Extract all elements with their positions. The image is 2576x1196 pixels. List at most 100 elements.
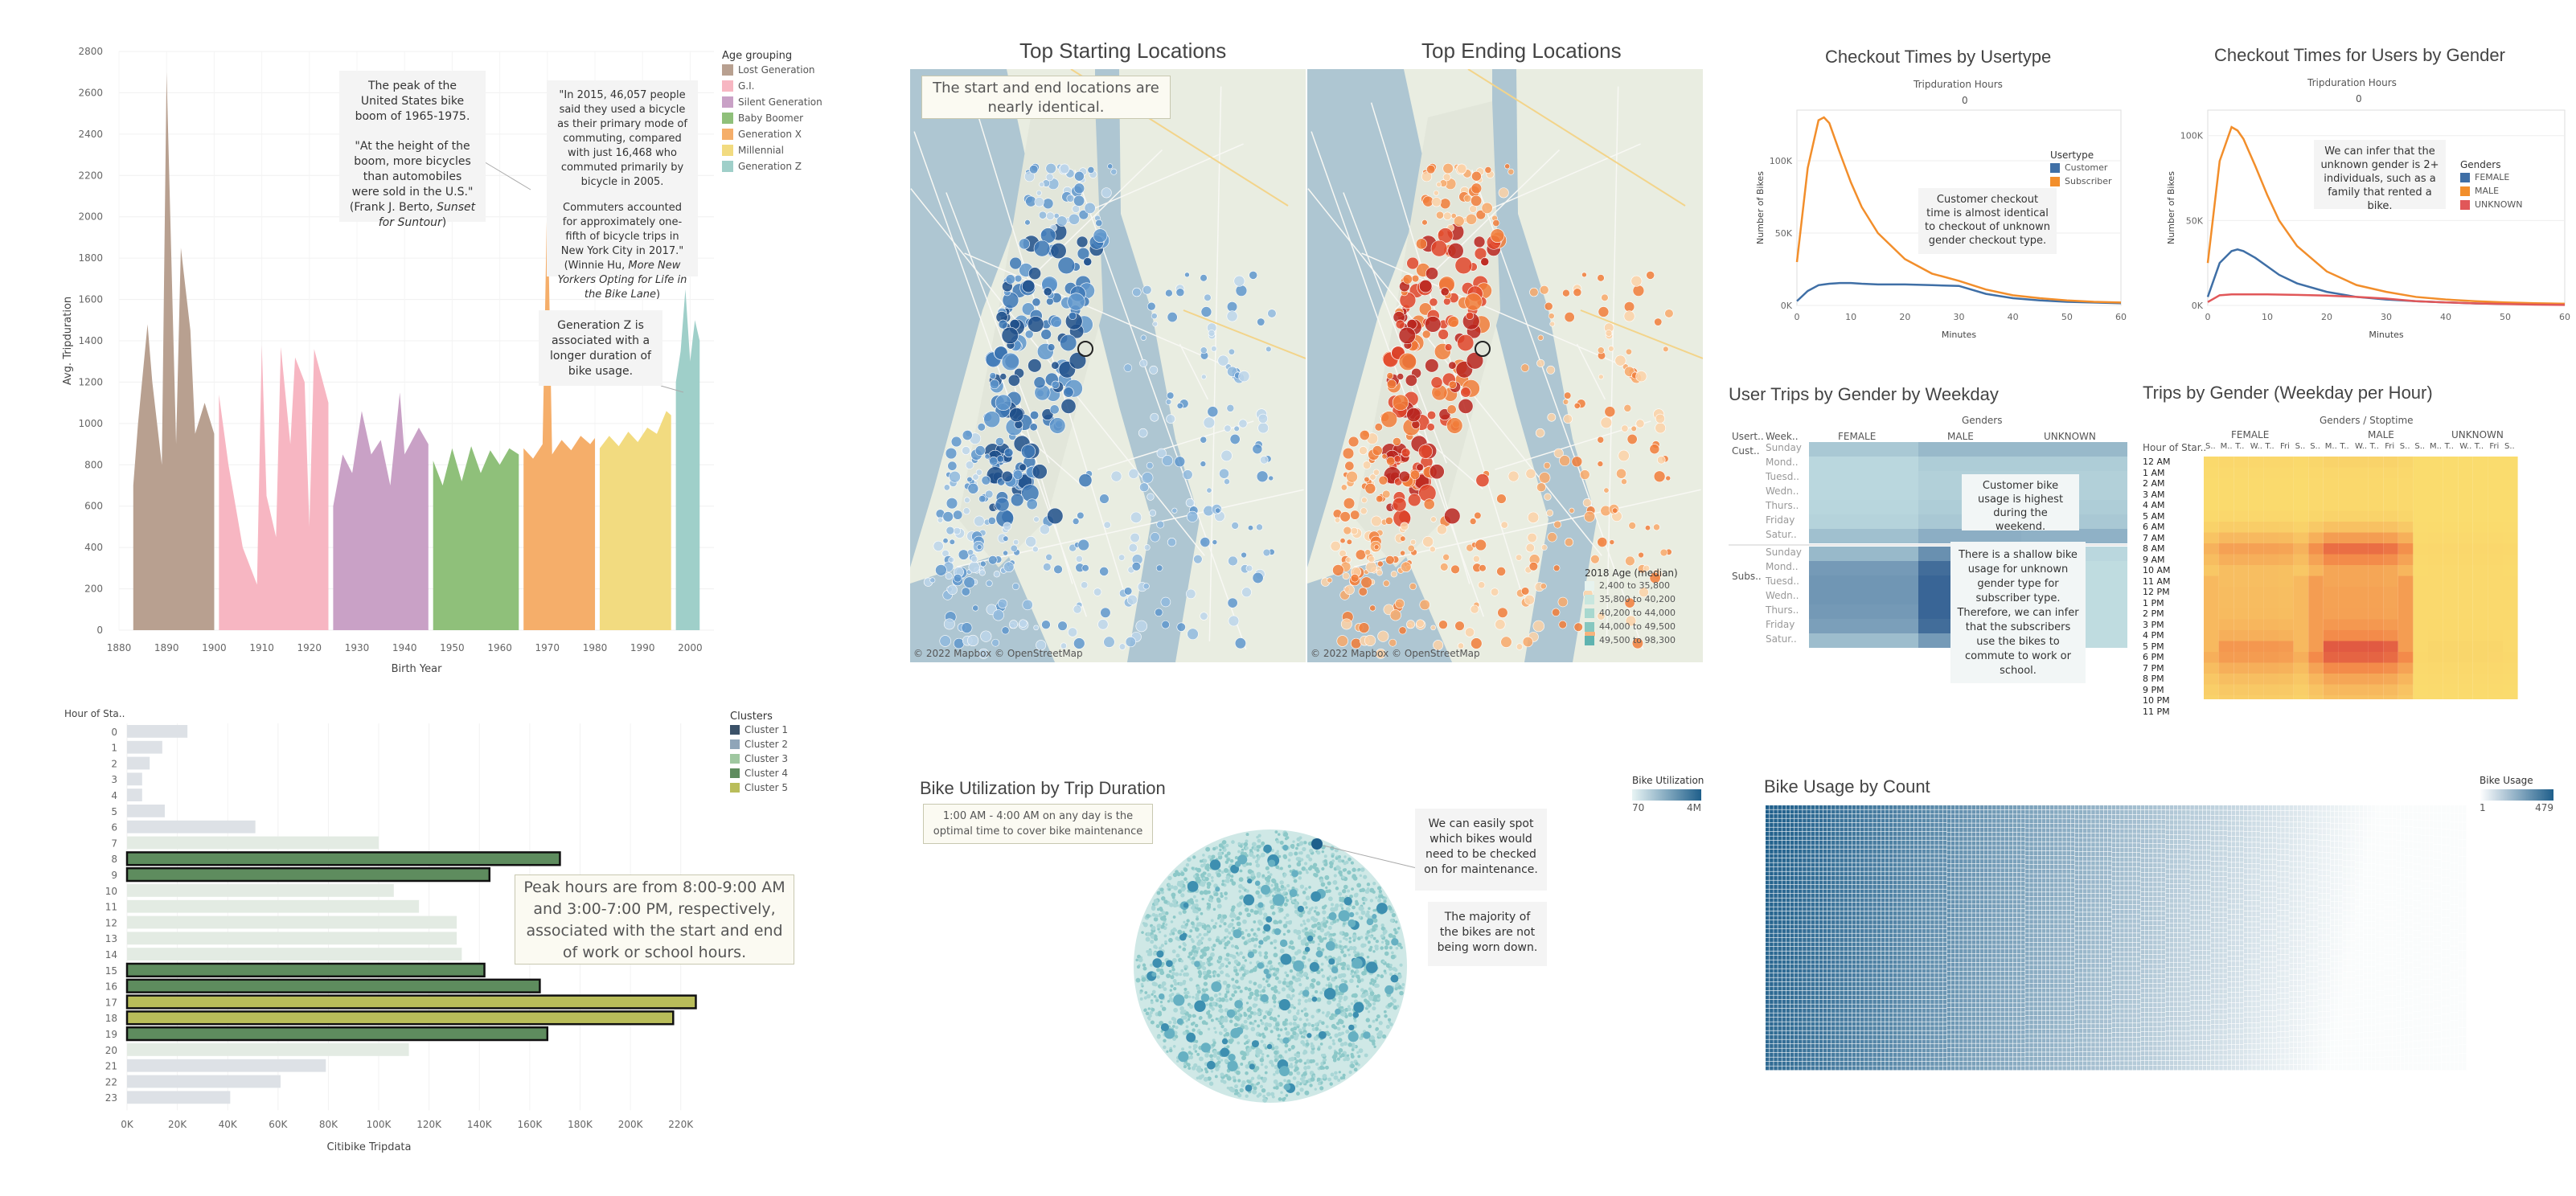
bike-bubble	[1293, 1006, 1296, 1010]
bike-bubble	[1247, 1080, 1252, 1084]
legend-item[interactable]: MALE	[2460, 184, 2549, 198]
bike-bubble	[1198, 932, 1202, 936]
bike-bubble	[1397, 927, 1401, 930]
bike-bubble	[1179, 981, 1183, 986]
start-locations-map[interactable]: © 2022 Mapbox © OpenStreetMap	[910, 69, 1306, 662]
bike-bubble	[1162, 922, 1165, 925]
legend-item[interactable]: FEMALE	[2460, 170, 2549, 184]
station-dot	[1042, 198, 1054, 210]
bike-bubble	[1337, 1038, 1343, 1042]
cluster-legend-item[interactable]: Cluster 5	[730, 780, 827, 795]
usage-cell	[1799, 871, 1803, 876]
usage-cell	[1766, 880, 1770, 885]
usage-cell	[1782, 1057, 1786, 1062]
age-legend-item[interactable]: 40,200 to 44,000	[1585, 606, 1697, 620]
x-tick-label: 10	[2262, 312, 2273, 322]
bike-bubble	[1254, 937, 1258, 941]
bike-bubble	[1295, 846, 1298, 850]
heatmap-cell	[2323, 489, 2339, 500]
station-dot	[1536, 358, 1545, 368]
station-dot	[1045, 173, 1054, 182]
weekday-col-male: MALE	[1947, 431, 1974, 442]
legend-item[interactable]: Generation Z	[722, 158, 835, 174]
cluster-legend-item[interactable]: Cluster 3	[730, 752, 827, 766]
usage-cell	[1790, 1057, 1795, 1062]
bike-bubble	[1257, 1075, 1261, 1080]
legend-item[interactable]: Silent Generation	[722, 94, 835, 110]
usage-cell	[1786, 982, 1790, 986]
bike-bubble	[1231, 977, 1235, 981]
usage-cell	[1774, 1062, 1778, 1066]
heatmap-cell	[2308, 522, 2324, 533]
bike-bubble	[1172, 915, 1176, 919]
legend-item[interactable]: Millennial	[722, 142, 835, 158]
heavy-use-bubble	[1211, 981, 1222, 993]
bike-bubble	[1257, 1024, 1261, 1028]
bike-bubble	[1330, 903, 1335, 907]
station-dot	[998, 319, 1008, 330]
age-legend-item[interactable]: 2,400 to 35,800	[1585, 579, 1697, 592]
bike-bubble	[1366, 955, 1370, 959]
y-tick-label: 100K	[2180, 131, 2204, 141]
cluster-legend-item[interactable]: Cluster 2	[730, 737, 827, 752]
legend-item[interactable]: Generation X	[722, 126, 835, 142]
usage-cell	[1790, 965, 1795, 969]
station-dot	[1241, 587, 1252, 598]
usage-cell	[1778, 1044, 1782, 1048]
bike-bubble	[1296, 1011, 1300, 1015]
heatmap-cell	[2398, 652, 2414, 663]
station-dot	[1249, 270, 1258, 280]
heatmap-cell	[2233, 662, 2249, 674]
age-legend-item[interactable]: 49,500 to 98,300	[1585, 633, 1697, 647]
bike-bubble	[1274, 1058, 1278, 1063]
heatmap-cell	[2338, 630, 2353, 641]
bike-bubble	[1267, 1022, 1273, 1028]
usage-cell	[1790, 942, 1795, 947]
bike-bubble	[1309, 848, 1314, 853]
hour-clusters-bar-chart: 0K 20K 40K 60K 80K 100K 120K 140K 160K 180K 200K 22…	[64, 708, 697, 1153]
station-dot	[1381, 453, 1388, 460]
heavy-use-bubble	[1306, 1033, 1312, 1038]
age-legend-item[interactable]: 44,000 to 49,500	[1585, 620, 1697, 633]
heatmap-cell	[2248, 489, 2264, 500]
heatmap-cell	[2472, 695, 2488, 699]
legend-item[interactable]: Subscriber	[2050, 174, 2131, 188]
cluster-legend-item[interactable]: Cluster 1	[730, 723, 827, 737]
legend-label: Generation X	[738, 129, 802, 140]
cluster-legend-item[interactable]: Cluster 4	[730, 766, 827, 780]
legend-item[interactable]: UNKNOWN	[2460, 198, 2549, 211]
end-locations-map[interactable]: © 2022 Mapbox © OpenStreetMap 2018 Age (…	[1307, 69, 1703, 662]
bike-bubble	[1298, 1059, 1302, 1063]
station-dot	[1456, 163, 1467, 174]
bike-bubble	[1257, 928, 1261, 932]
station-dot	[1563, 414, 1573, 424]
usage-cell	[1799, 977, 1803, 982]
heatmap-cell	[1918, 457, 2021, 471]
legend-item[interactable]: Lost Generation	[722, 62, 835, 78]
legend-item[interactable]: Baby Boomer	[722, 110, 835, 126]
bike-bubble	[1304, 999, 1308, 1003]
legend-item[interactable]: G.I.	[722, 78, 835, 94]
station-dot	[1162, 455, 1174, 467]
bike-bubble	[1276, 839, 1280, 844]
heavy-use-bubble	[1311, 996, 1318, 1002]
station-dot	[1368, 555, 1376, 563]
bike-bubble	[1337, 1079, 1341, 1082]
bike-bubble	[1306, 870, 1309, 874]
bike-bubble	[1245, 928, 1248, 932]
usage-cell	[1786, 898, 1790, 903]
legend-item[interactable]: Customer	[2050, 161, 2131, 174]
x-tick-label: 1900	[202, 642, 227, 653]
station-dot	[1156, 448, 1167, 458]
usage-cell	[1799, 1018, 1803, 1022]
station-dot	[1024, 219, 1031, 226]
age-legend-item[interactable]: 35,800 to 40,200	[1585, 592, 1697, 606]
usage-cell	[1794, 1000, 1799, 1004]
usage-cell	[1803, 862, 1807, 867]
heatmap-cell	[2338, 478, 2353, 489]
station-dot	[1360, 576, 1372, 588]
area-generation-z	[675, 289, 700, 630]
bike-bubble	[1273, 1005, 1276, 1008]
station-dot	[1043, 287, 1052, 297]
usage-cell	[1782, 836, 1786, 841]
